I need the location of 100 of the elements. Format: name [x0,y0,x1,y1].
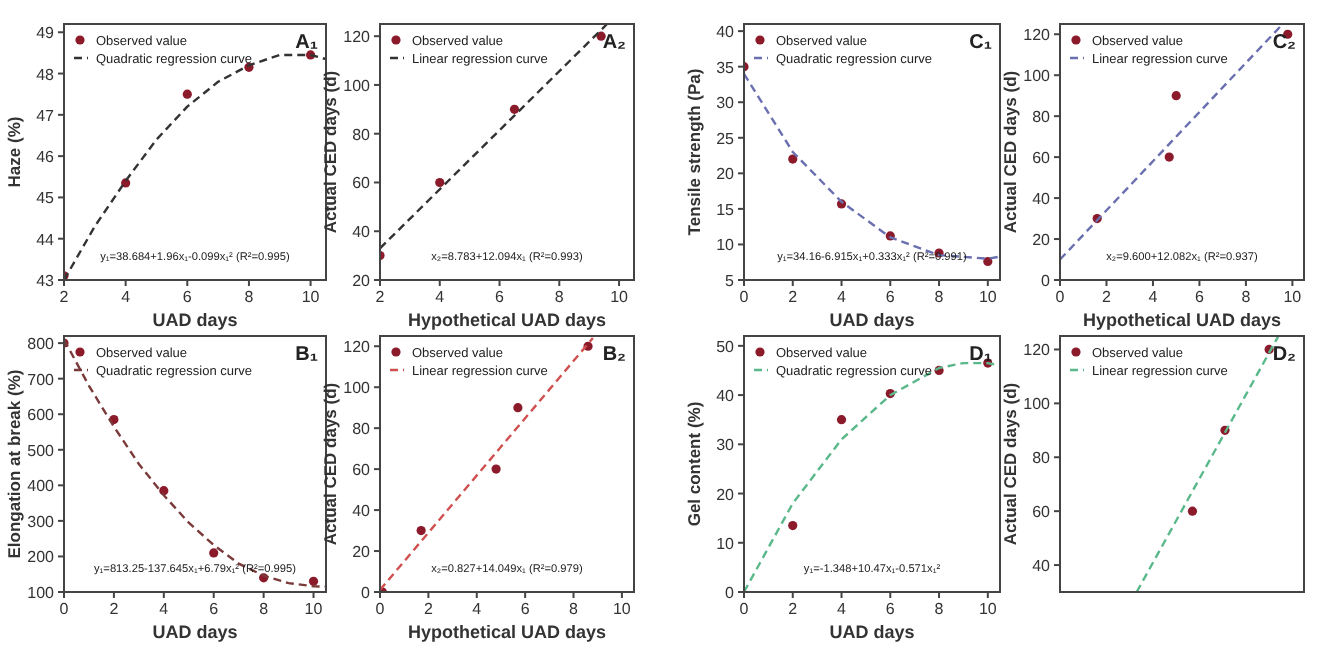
y-tick-label: 43 [36,272,56,290]
y-tick-label: 120 [343,28,372,47]
y-tick-label: 120 [343,338,372,357]
y-axis-title: Elongation at break (%) [4,369,24,559]
x-tick-label: 2 [1102,288,1113,306]
y-tick-label: 48 [36,65,56,84]
y-tick-label: 40 [352,502,372,521]
y-axis-title: Actual CED days (d) [320,70,340,234]
x-tick-label: 6 [495,288,506,306]
x-tick-label: 4 [1148,288,1159,306]
x-tick-label: 10 [978,600,998,618]
x-axis-title: Hypothetical UAD days [1082,310,1282,330]
x-tick-label: 0 [375,600,386,618]
y-tick-label: 20 [716,165,736,184]
y-tick-label: 100 [343,76,372,95]
chart-title: D₂ [1272,344,1296,366]
x-tick-label: 4 [837,288,848,306]
y-tick-label: 80 [352,125,372,144]
x-tick-label: 4 [435,288,446,306]
y-tick-label: 35 [716,58,736,77]
y-tick-label: 49 [36,24,56,43]
y-axis-title: Actual CED days (d) [1000,382,1020,546]
x-tick-label: 2 [788,600,799,618]
point [435,177,445,188]
y-tick-label: 100 [343,379,372,398]
x-tick-label: 4 [472,600,483,618]
point [788,154,798,164]
y-tick-label: 100 [1023,395,1052,414]
x-axis-title: Hypothetical UAD days [407,622,607,642]
chart-title: A₁ [295,32,318,54]
x-tick-label: 6 [209,600,220,618]
x-tick-label: 2 [109,600,120,618]
x-tick-label: 6 [1194,288,1205,306]
x-tick-label: 8 [259,600,270,618]
x-tick-label: 6 [520,600,531,618]
x-tick-label: 4 [837,600,848,618]
chart-title: B₁ [295,344,318,366]
x-tick-label: 2 [788,288,799,306]
point [513,403,523,413]
point [836,415,847,425]
x-tick-label: 8 [1241,288,1252,306]
x-tick-label: 6 [182,288,193,306]
y-tick-label: 300 [27,512,56,531]
x-tick-label: 0 [739,288,750,306]
y-tick-label: 20 [1032,231,1052,250]
point [308,576,319,586]
y-tick-label: 45 [36,189,56,208]
x-tick-label: 10 [613,600,632,618]
y-axis-title: Gel content (%) [684,401,704,527]
point [416,525,426,536]
x-tick-label: 0 [59,600,70,618]
y-tick-label: 500 [27,441,56,460]
x-axis-title: UAD days [829,622,915,642]
y-tick-label: 50 [716,337,736,356]
x-tick-label: 8 [554,288,565,306]
x-tick-label: 2 [59,288,70,306]
x-axis-title: Hypothetical UAD days [407,310,607,330]
point [509,104,520,114]
chart-title: D₁ [969,344,992,366]
y-tick-label: 20 [352,272,372,290]
x-tick-label: 6 [885,288,896,306]
y-tick-label: 80 [1032,449,1052,468]
chart-title: C₂ [1272,32,1296,54]
y-tick-label: 60 [352,461,372,480]
y-tick-label: 120 [1023,26,1052,45]
y-tick-label: 20 [352,543,372,562]
x-tick-label: 10 [978,288,998,306]
y-tick-label: 600 [27,406,56,425]
x-tick-label: 8 [934,600,945,618]
y-tick-label: 10 [716,236,736,255]
y-tick-label: 700 [27,370,56,389]
point [1187,506,1198,516]
line-series [64,338,326,588]
x-tick-label: 4 [159,600,170,618]
y-tick-label: 5 [725,272,736,290]
point [1164,152,1174,162]
y-tick-label: 40 [716,23,736,42]
x-tick-label: 10 [301,288,321,306]
y-tick-label: 25 [716,129,736,148]
y-tick-label: 0 [1041,272,1052,290]
line-series [744,361,1000,592]
line-series [64,53,326,280]
point [788,520,798,531]
y-tick-label: 30 [716,436,736,455]
point [182,89,192,99]
x-tick-label: 8 [934,288,945,306]
x-tick-label: 10 [304,600,324,618]
y-tick-label: 400 [27,477,56,496]
x-tick-label: 6 [885,600,896,618]
x-tick-label: 10 [1283,288,1303,306]
y-tick-label: 800 [27,335,56,354]
chart-title: C₁ [969,32,992,54]
y-tick-label: 40 [716,387,736,406]
y-tick-label: 15 [716,200,736,219]
y-axis-title: Haze (%) [4,116,24,188]
point [491,464,501,474]
x-tick-label: 0 [739,600,750,618]
y-tick-label: 60 [1032,503,1052,522]
y-tick-label: 10 [716,534,736,553]
x-tick-label: 2 [423,600,434,618]
